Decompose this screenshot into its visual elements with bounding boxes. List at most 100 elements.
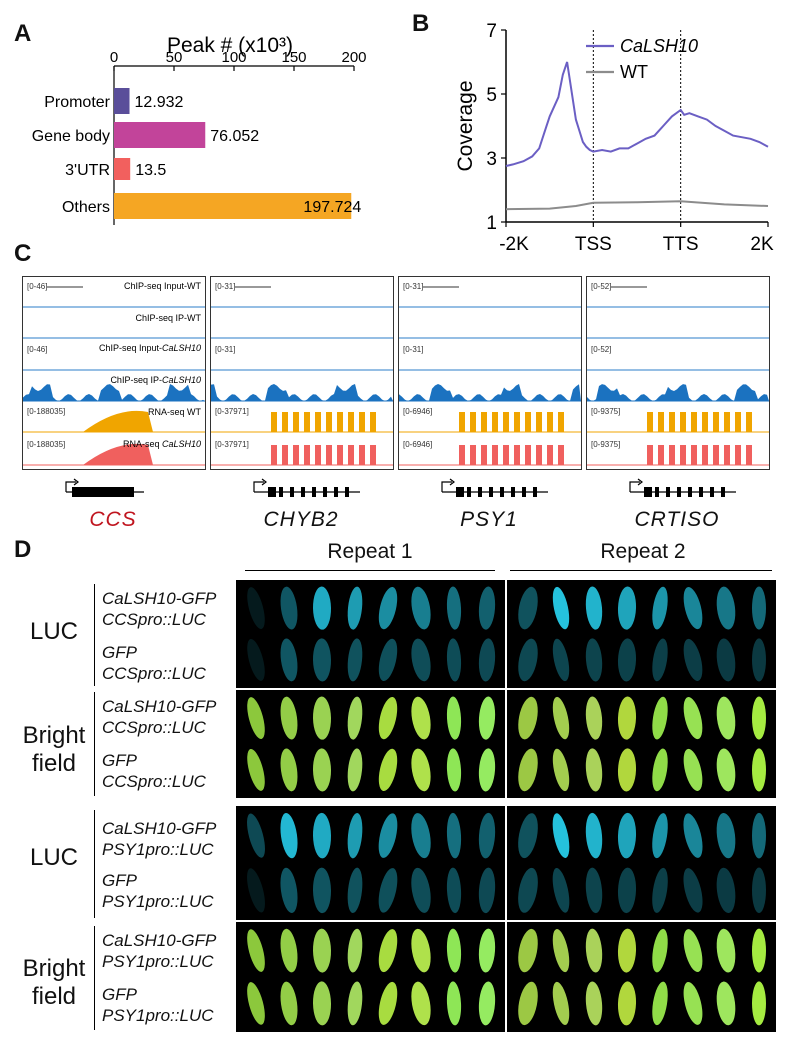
track-range: [0-46]	[27, 282, 47, 291]
construct-label-line: CCSpro::LUC	[102, 718, 206, 737]
track-range: [0-31]	[215, 282, 235, 291]
rna-exon-signal	[370, 412, 376, 432]
leaf-disc	[280, 748, 298, 792]
leaf-disc	[683, 929, 703, 973]
track-range: [0-37971]	[215, 440, 249, 449]
tss-arrow	[629, 481, 640, 492]
leaf-disc	[347, 748, 363, 792]
rna-exon-signal	[271, 412, 277, 432]
leaf-disc	[518, 696, 538, 740]
leaf-disc	[585, 748, 603, 792]
leaf-disc	[518, 638, 538, 682]
exon-block	[644, 487, 652, 497]
row-group-label-line: LUC	[29, 844, 78, 871]
rna-exon-signal	[459, 412, 465, 432]
leaf-disc	[478, 638, 496, 682]
exon-block	[301, 487, 305, 497]
rna-exon-signal	[669, 412, 675, 432]
leaf-disc	[552, 748, 570, 792]
luc-image-block	[236, 806, 776, 920]
gene-model-svg	[253, 478, 360, 497]
coverage-line-chart: 1 3 5 7 -2K TSS TTS 2K Coverage CaLSH10 WT	[454, 21, 774, 250]
leaf-disc	[716, 748, 736, 792]
exon-block	[655, 487, 659, 497]
leaf-disc	[280, 586, 298, 630]
leaf-disc	[585, 928, 603, 973]
bar	[114, 158, 131, 180]
rna-exon-signal	[326, 445, 332, 465]
leaf-disc	[585, 867, 603, 914]
leaf-disc	[411, 928, 431, 973]
gene-name-chyb2: CHYB2	[263, 508, 339, 531]
leaf-disc	[518, 586, 538, 630]
exon-block	[467, 487, 471, 497]
gene-model-svg	[441, 478, 548, 497]
chip-ip-signal	[211, 384, 393, 401]
exon-block	[268, 487, 276, 497]
track-svg: [0-46] [0-46] [0-188035] [0-188035] ChIP-seq…	[23, 281, 205, 466]
construct-label: CaLSH10-GFP CCSpro::LUC	[102, 588, 236, 630]
rna-exon-signal	[492, 412, 498, 432]
y-tick-label: 7	[486, 21, 497, 42]
gene-model-ccs	[62, 474, 182, 504]
leaf-disc	[347, 928, 363, 973]
rna-exon-signal	[691, 445, 697, 465]
leaf-disc	[478, 812, 496, 859]
rna-exon-signal	[304, 445, 310, 465]
panel-label-d: D	[14, 536, 32, 563]
leaf-disc	[716, 638, 736, 682]
rna-exon-signal	[724, 445, 730, 465]
exon-block	[500, 487, 504, 497]
leaf-disc	[347, 638, 363, 682]
bar	[114, 193, 352, 219]
y-tick-label: 1	[486, 213, 497, 234]
leaf-disc	[752, 748, 766, 792]
track-label: ChIP-seq Input-CaLSH10	[99, 343, 201, 353]
category-label: Gene body	[32, 128, 110, 145]
track-label: ChIP-seq IP-WT	[135, 313, 201, 323]
rna-exon-signal	[525, 445, 531, 465]
rna-exon-signal	[337, 445, 343, 465]
leaf-disc	[585, 586, 603, 630]
bar	[114, 88, 130, 114]
value-label: 13.5	[135, 162, 166, 179]
exon-block	[533, 487, 537, 497]
construct-label-line: CCSpro::LUC	[102, 664, 206, 683]
leaf-disc	[378, 981, 398, 1025]
leaf-disc	[518, 813, 538, 859]
gene-name-psy1: PSY1	[460, 508, 518, 531]
exon-block	[721, 487, 725, 497]
leaf-disc	[552, 586, 570, 630]
leaf-disc	[378, 868, 398, 913]
leaf-disc	[446, 586, 462, 630]
track-range: [0-52]	[591, 282, 611, 291]
leaf-disc	[585, 981, 603, 1026]
leaf-disc	[411, 638, 431, 682]
leaf-disc	[378, 929, 398, 973]
rna-exon-signal	[746, 445, 752, 465]
track-svg: [0-31] [0-31] [0-37971] [0-37971]	[211, 282, 393, 466]
leaf-disc	[378, 696, 398, 740]
leaf-disc	[585, 638, 603, 682]
row-group-label-line: field	[31, 750, 77, 777]
leaf-disc	[378, 586, 398, 630]
row-group-label: LUC	[22, 618, 86, 646]
rna-exon-signal	[680, 445, 686, 465]
rna-exon-signal	[536, 412, 542, 432]
rna-exon-signal	[702, 412, 708, 432]
leaf-disc	[716, 981, 736, 1026]
leaf-disc	[683, 981, 703, 1025]
rna-exon-signal	[547, 412, 553, 432]
series-line	[505, 61, 769, 167]
construct-label: CaLSH10-GFP CCSpro::LUC	[102, 696, 236, 738]
leaf-disc	[247, 638, 265, 681]
gene-model-svg	[65, 478, 144, 497]
legend-label: WT	[620, 62, 648, 82]
leaf-disc	[478, 696, 496, 740]
rna-exon-signal	[503, 412, 509, 432]
peak-bar-chart: Peak # (x10³) 0 50 100 150 200 Promoter 12.932 G…	[32, 34, 367, 225]
leaf-disc	[585, 812, 603, 859]
leaf-disc	[446, 748, 462, 792]
leaf-disc	[518, 928, 538, 973]
rna-exon-signal	[326, 412, 332, 432]
